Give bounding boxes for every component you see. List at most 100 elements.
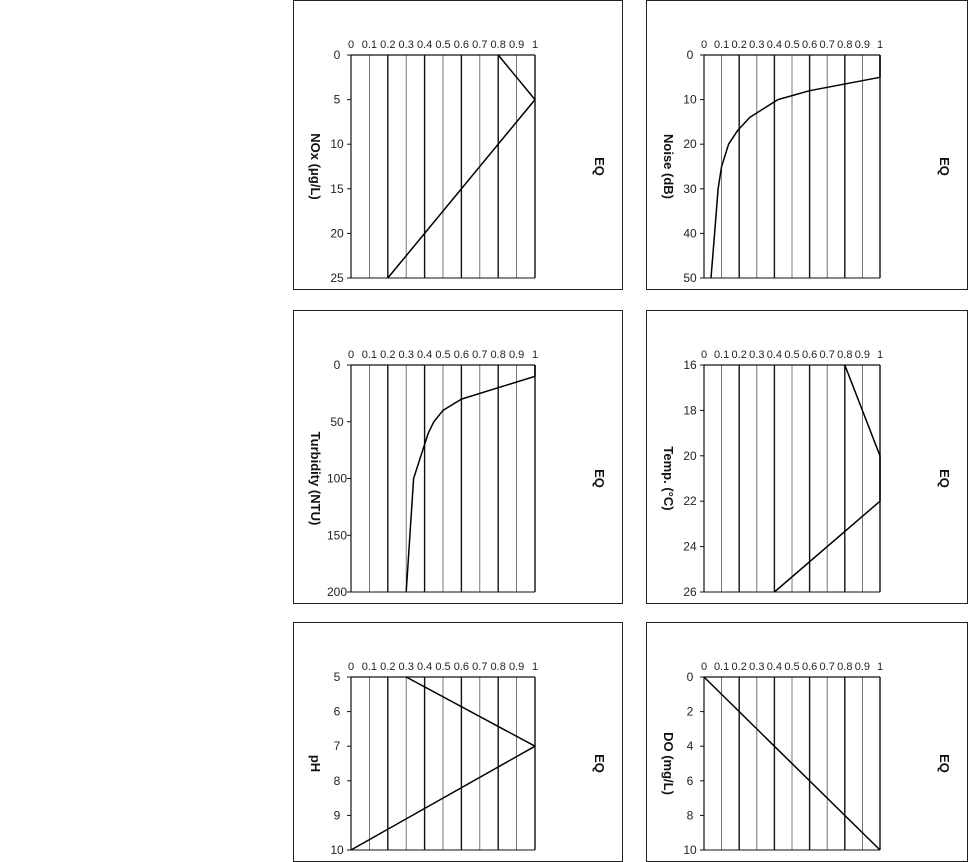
y-tick-label: 0.9 — [509, 661, 524, 673]
y-tick-label: 0 — [701, 661, 707, 673]
x-tick-label: 18 — [683, 403, 697, 417]
y-tick-label: 1 — [877, 661, 883, 673]
series-line-noise — [710, 55, 881, 279]
y-tick-label: 0.7 — [820, 661, 835, 673]
y-tick-label: 1 — [532, 661, 538, 673]
x-tick-label: 0 — [687, 48, 694, 62]
y-tick-label: 0.9 — [509, 349, 524, 361]
x-tick-label: 6 — [687, 774, 694, 788]
chart-panel-dissolved-oxygen: EQ0 0.1 0.2 0.3 0.4 0.5 0.6 0.7 0.8 0.9 10246810DO… — [646, 622, 968, 862]
x-tick-label: 40 — [683, 226, 697, 240]
x-tick-label: 10 — [330, 137, 344, 151]
x-tick-label: 24 — [683, 540, 697, 554]
y-tick-label: 0.5 — [435, 39, 450, 51]
x-tick-label: 7 — [334, 739, 341, 753]
x-tick-label: 6 — [334, 705, 341, 719]
y-tick-label: 0 — [701, 349, 707, 361]
x-tick-label: 50 — [330, 415, 344, 429]
chart-panel-temperature: EQ 0 0.1 0.2 0.3 0.4 0.5 0.6 0.7 0.8 0.9 1 16 18 20 22 2… — [646, 310, 968, 604]
x-axis-title: pH — [308, 755, 323, 772]
y-axis-title: EQ — [937, 754, 952, 773]
series-line-temperature — [773, 364, 881, 593]
y-tick-label: 0.3 — [399, 39, 414, 51]
x-tick-label: 50 — [683, 271, 697, 285]
y-tick-label: 0.3 — [399, 349, 414, 361]
x-tick-label: 26 — [683, 585, 697, 599]
y-tick-label: 0.9 — [855, 39, 870, 51]
y-tick-label: 1 — [532, 349, 538, 361]
y-tick-label: 0.8 — [491, 661, 506, 673]
series-line-dissolved-oxygen — [703, 676, 881, 851]
chart-panel-noise: EQ0 0.1 0.2 0.3 0.4 0.5 0.6 0.7 0.8 0.9 1010203040… — [646, 0, 968, 290]
x-tick-label: 10 — [683, 93, 697, 107]
y-tick-label: 0.6 — [802, 661, 817, 673]
y-tick-label: 0.8 — [837, 39, 852, 51]
y-tick-label: 1 — [532, 39, 538, 51]
y-tick-label: 0.2 — [380, 661, 395, 673]
y-tick-label: 0.6 — [802, 349, 817, 361]
x-tick-label: 20 — [330, 226, 344, 240]
x-tick-label: 2 — [687, 705, 694, 719]
x-tick-label: 22 — [683, 494, 697, 508]
y-axis-title: EQ — [592, 157, 607, 176]
y-tick-label: 1 — [877, 39, 883, 51]
y-tick-label: 0.7 — [472, 349, 487, 361]
y-tick-label: 0.3 — [749, 349, 764, 361]
panel-frame — [293, 0, 623, 290]
y-tick-label: 0.7 — [820, 349, 835, 361]
y-tick-label: 0.8 — [837, 349, 852, 361]
y-tick-label: 0 — [348, 349, 354, 361]
x-tick-label: 0 — [334, 358, 341, 372]
y-tick-label: 0.6 — [454, 661, 469, 673]
x-axis-title: DO (mg/L) — [661, 732, 676, 795]
y-tick-label: 0.7 — [820, 39, 835, 51]
x-tick-label: 20 — [683, 449, 697, 463]
y-tick-label: 0.4 — [417, 349, 432, 361]
x-tick-label: 16 — [683, 358, 697, 372]
y-tick-label: 0 — [701, 39, 707, 51]
series-line-turbidity — [405, 365, 536, 593]
y-tick-label: 1 — [877, 349, 883, 361]
y-tick-label: 0.6 — [802, 39, 817, 51]
x-tick-label: 30 — [683, 182, 697, 196]
x-tick-label: 5 — [334, 670, 341, 684]
x-tick-label: 15 — [330, 182, 344, 196]
y-axis-title: EQ — [592, 469, 607, 488]
y-tick-label: 0.1 — [714, 39, 729, 51]
y-tick-label: 0.5 — [784, 39, 799, 51]
y-tick-label: 0.1 — [362, 39, 377, 51]
x-tick-label: 10 — [683, 843, 697, 857]
y-tick-label: 0.2 — [732, 349, 747, 361]
y-tick-label: 0.9 — [855, 349, 870, 361]
x-tick-label: 200 — [327, 585, 347, 599]
y-tick-label: 0.2 — [732, 39, 747, 51]
x-tick-label: 150 — [327, 528, 347, 542]
y-tick-label: 0.3 — [749, 39, 764, 51]
chart-panel-turbidity: EQ 0 0.1 0.2 0.3 0.4 0.5 0.6 0.7 0.8 0.9 1 0 50 100 150… — [293, 310, 623, 604]
y-tick-label: 0.4 — [417, 39, 432, 51]
y-tick-label: 0.1 — [362, 661, 377, 673]
chart-panel-nox: EQ0 0.1 0.2 0.3 0.4 0.5 0.6 0.7 0.8 0.9 1051015202… — [293, 0, 623, 290]
y-tick-label: 0.7 — [472, 39, 487, 51]
y-axis-title: EQ — [937, 157, 952, 176]
y-tick-label: 0.5 — [784, 661, 799, 673]
chart-panel-ph: EQ 0 0.1 0.2 0.3 0.4 0.5 0.6 0.7 0.8 0.9 1 5 6 7 8 9 10 pH — [293, 622, 623, 862]
y-tick-label: 0.8 — [837, 661, 852, 673]
y-axis-title: EQ — [592, 754, 607, 773]
panel-frame — [646, 622, 968, 862]
panel-frame — [293, 622, 623, 862]
y-tick-label: 0.5 — [435, 349, 450, 361]
y-tick-label: 0.4 — [767, 39, 782, 51]
y-tick-label: 0.6 — [454, 39, 469, 51]
y-tick-label: 0.1 — [714, 349, 729, 361]
x-tick-label: 0 — [334, 48, 341, 62]
y-tick-label: 0.8 — [491, 39, 506, 51]
x-tick-label: 9 — [334, 808, 341, 822]
y-tick-label: 0.2 — [732, 661, 747, 673]
x-tick-label: 100 — [327, 472, 347, 486]
y-tick-label: 0.4 — [767, 661, 782, 673]
y-tick-label: 0.3 — [749, 661, 764, 673]
x-tick-label: 10 — [330, 843, 344, 857]
y-tick-label: 0.3 — [399, 661, 414, 673]
